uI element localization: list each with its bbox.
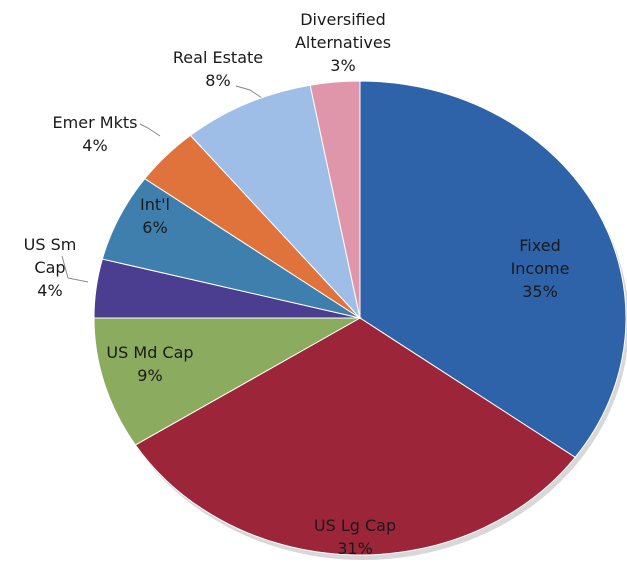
value-label: 6%: [142, 218, 168, 237]
pie-slice: [189, 84, 361, 320]
slice-label: Int'l 6%: [140, 193, 170, 239]
category-label: US Sm Cap: [23, 235, 77, 277]
category-label: US Md Cap: [106, 343, 194, 362]
value-label: 9%: [137, 366, 163, 385]
slice-label: US Md Cap 9%: [106, 341, 193, 387]
slice-label: Fixed Income 35%: [497, 234, 584, 303]
value-label: 4%: [82, 136, 108, 155]
value-label: 4%: [37, 281, 63, 300]
value-label: 3%: [330, 56, 356, 75]
slice-label: US Lg Cap 31%: [314, 514, 396, 560]
category-label: Diversified Alternatives: [294, 10, 392, 52]
value-label: 8%: [205, 71, 231, 90]
value-label: 31%: [337, 539, 373, 558]
pie-slice: [93, 317, 362, 446]
slice-label: Real Estate 8%: [173, 46, 263, 92]
pie-slice: [359, 80, 627, 458]
category-label: US Lg Cap: [313, 516, 397, 535]
slice-label: US Sm Cap 4%: [24, 233, 77, 302]
value-label: 35%: [522, 282, 558, 301]
category-label: Real Estate: [172, 48, 264, 67]
category-label: Int'l: [140, 195, 170, 214]
slice-label: Emer Mkts 4%: [53, 111, 138, 157]
pie-slice: [309, 80, 361, 319]
pie-slice: [134, 317, 576, 556]
slice-label: Diversified Alternatives 3%: [295, 8, 391, 77]
category-label: Fixed Income: [510, 236, 570, 278]
category-label: Emer Mkts: [52, 113, 138, 132]
leader-line: [139, 123, 161, 137]
leader-line: [235, 85, 263, 99]
leader-line: [61, 255, 89, 283]
